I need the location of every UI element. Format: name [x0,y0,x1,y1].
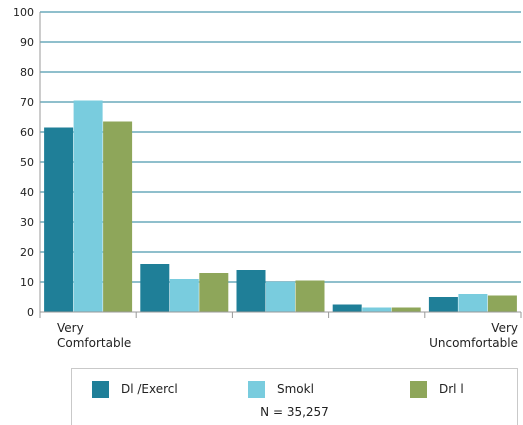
bar-series0-cat3 [332,304,362,312]
bar-series1-cat2 [266,282,295,312]
legend-item-diet-exercise: Dl /Exercl [92,380,178,398]
y-tick-label-100: 100 [13,6,34,19]
y-tick-label-0: 0 [27,306,34,319]
bar-series1-cat1 [169,279,199,312]
y-tick-label-10: 10 [20,276,34,289]
legend-label-drinking: Drl l [439,382,464,396]
y-tick-label-70: 70 [20,96,34,109]
bar-series0-cat2 [236,270,266,312]
category-label-line: Very [57,321,84,335]
legend-swatch-smoking [248,380,265,398]
y-tick-label-40: 40 [20,186,34,199]
bar-series2-cat2 [295,280,325,312]
bar-series2-cat4 [487,295,517,312]
bar-series2-cat0 [103,121,133,312]
y-tick-label-50: 50 [20,156,34,169]
bar-series1-cat4 [458,294,488,312]
y-axis-tick-labels: 0 10 20 30 40 50 60 70 80 90 100 [13,6,34,319]
legend-swatch-diet-exercise [92,380,109,398]
bar-series1-cat3 [362,307,392,312]
legend-item-drinking: Drl l [410,380,464,398]
legend-label-diet-exercise: Dl /Exercl [121,382,178,396]
x-category-label-very-comfortable: Very Comfortable [57,321,131,350]
bar-series0-cat1 [140,264,170,312]
bar-series0-cat4 [428,297,458,312]
bar-series2-cat1 [199,273,229,312]
bar-series1-cat0 [73,100,103,312]
y-tick-label-60: 60 [20,126,34,139]
legend-swatch-drinking [410,380,427,398]
legend-item-smoking: Smokl [248,380,314,398]
x-axis-tick-marks [39,312,522,318]
x-category-label-very-uncomfortable: Very Uncomfortable [429,321,518,350]
y-tick-label-30: 30 [20,216,34,229]
category-label-line: Very [491,321,518,335]
legend: Dl /Exercl Smokl Drl l N = 35,257 [71,368,518,425]
legend-label-smoking: Smokl [277,382,314,396]
category-label-line: Comfortable [57,336,131,350]
category-label-line: Uncomfortable [429,336,518,350]
y-tick-label-20: 20 [20,246,34,259]
bar-series2-cat3 [391,307,421,312]
sample-size-note: N = 35,257 [260,405,329,419]
y-tick-label-90: 90 [20,36,34,49]
bar-series0-cat0 [44,127,74,312]
bars [44,100,517,312]
y-tick-label-80: 80 [20,66,34,79]
